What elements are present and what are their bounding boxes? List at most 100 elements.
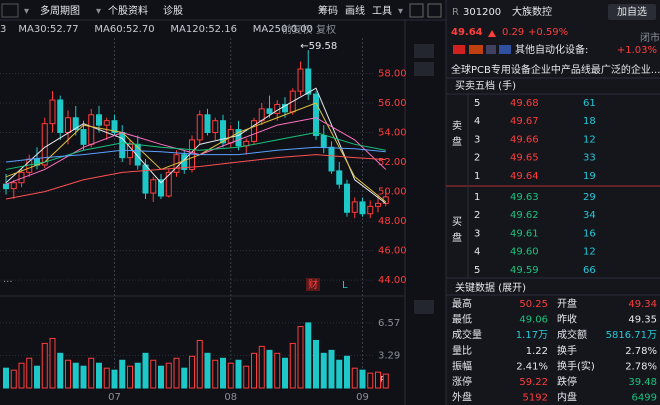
volume-bar [49, 337, 56, 389]
level: 2 [474, 210, 480, 221]
volume-bar [173, 357, 180, 389]
volume-bar [41, 342, 48, 389]
key-value: 1.17万 [516, 330, 548, 341]
candle-body [359, 201, 366, 215]
grid-icon[interactable] [427, 3, 442, 18]
side-button[interactable] [414, 44, 434, 58]
more-dots[interactable]: ··· [3, 277, 13, 288]
order-price: 49.64 [510, 171, 539, 182]
menu-icon[interactable] [1, 3, 19, 18]
last-price: 49.64 [451, 27, 483, 38]
candle-body [375, 202, 381, 207]
dropdown-arrow: ▾ [24, 6, 29, 17]
toolbar-button[interactable]: 多周期图 [40, 4, 80, 17]
y-tick-label: 54.00 [378, 128, 407, 139]
volume-bar [65, 359, 71, 389]
up-arrow [488, 30, 496, 37]
ma-line [5, 146, 386, 163]
key-label: 跌停 [557, 375, 577, 388]
level: 4 [474, 247, 480, 258]
volume-bar [80, 365, 87, 389]
order-volume: 29 [583, 192, 596, 203]
flag-icon [453, 45, 465, 54]
candle-body [204, 114, 211, 134]
candle-body [220, 120, 226, 144]
volume-bar [351, 367, 358, 389]
candle-body [88, 114, 95, 145]
list-icon[interactable] [409, 3, 424, 18]
volume-bar [382, 373, 389, 389]
key-label: 成交量 [452, 328, 482, 341]
toolbar-button[interactable]: 诊股 [163, 4, 183, 17]
side-label: 盘 [452, 135, 462, 148]
x-tick-label: 07 [108, 392, 121, 403]
key-label: 成交额 [557, 328, 587, 341]
key-label: 振幅 [452, 359, 472, 372]
order-price: 49.68 [510, 98, 539, 109]
key-value: 1.22 [526, 346, 548, 357]
volume-bar [196, 339, 203, 389]
quote-tag: R [452, 7, 459, 18]
candle-body [367, 205, 374, 215]
market-status: 闭市 [640, 31, 660, 44]
candle-body [142, 164, 149, 194]
order-volume: 33 [583, 153, 596, 164]
dropdown-arrow: ▾ [398, 6, 403, 17]
candle-body [3, 183, 9, 190]
volume-bar [243, 365, 250, 389]
sector-pct: +1.03% [617, 45, 657, 56]
ma-line [5, 131, 386, 170]
candle-body [150, 179, 157, 194]
toolbar-button[interactable]: 画线 [345, 4, 365, 17]
candle-body [10, 182, 17, 190]
badge-text: L [342, 280, 348, 291]
key-label: 换手(实) [557, 359, 595, 372]
key-value: 5192 [523, 393, 548, 404]
adjust-button[interactable]: 复权 [316, 23, 336, 36]
volume-bar [134, 362, 141, 389]
candle-body [158, 179, 164, 197]
volume-bar [165, 362, 172, 389]
level: 5 [474, 98, 480, 109]
toolbar-button[interactable]: 筹码 [318, 4, 338, 17]
volume-bar [305, 322, 312, 389]
candle-body [235, 129, 242, 147]
add-watch-button[interactable] [608, 4, 656, 20]
volume-bar [274, 352, 281, 389]
candle-body [65, 117, 71, 134]
volume-bar [336, 359, 343, 389]
candle-body [103, 120, 110, 126]
key-label: 外盘 [452, 391, 472, 404]
toolbar-button[interactable]: 工具 [372, 5, 392, 17]
order-price: 49.63 [510, 192, 539, 203]
volume-bar [282, 357, 288, 389]
side-button[interactable] [414, 300, 434, 314]
volume-bar [227, 362, 234, 389]
volume-bar [3, 367, 9, 389]
volume-bar [344, 355, 350, 389]
add-watch-text[interactable]: 加自选 [617, 5, 647, 18]
level: 3 [474, 228, 480, 239]
y-tick-label: 50.00 [378, 187, 407, 198]
ma-line [5, 154, 386, 200]
adjust-button[interactable]: 前复权 [282, 23, 312, 36]
volume-bar [313, 339, 319, 389]
side-button[interactable] [414, 62, 434, 76]
toolbar-button[interactable]: 个股资料 [108, 4, 148, 17]
badge [306, 278, 320, 291]
candle-body [165, 171, 172, 197]
candle-body [41, 123, 48, 166]
y-tick-label: 3.29 [378, 350, 400, 361]
y-tick-label: 52.00 [378, 157, 407, 168]
ma-line [5, 87, 387, 204]
candle-body [336, 170, 343, 185]
ma-legend: MA30:52.77 [18, 24, 78, 35]
price-pct: +0.59% [528, 27, 568, 38]
level: 2 [474, 153, 480, 164]
x-tick-label: 08 [224, 392, 237, 403]
order-price: 49.67 [510, 116, 539, 127]
candle-body [297, 68, 304, 92]
volume-bar [127, 365, 133, 389]
volume-bar [150, 359, 157, 389]
